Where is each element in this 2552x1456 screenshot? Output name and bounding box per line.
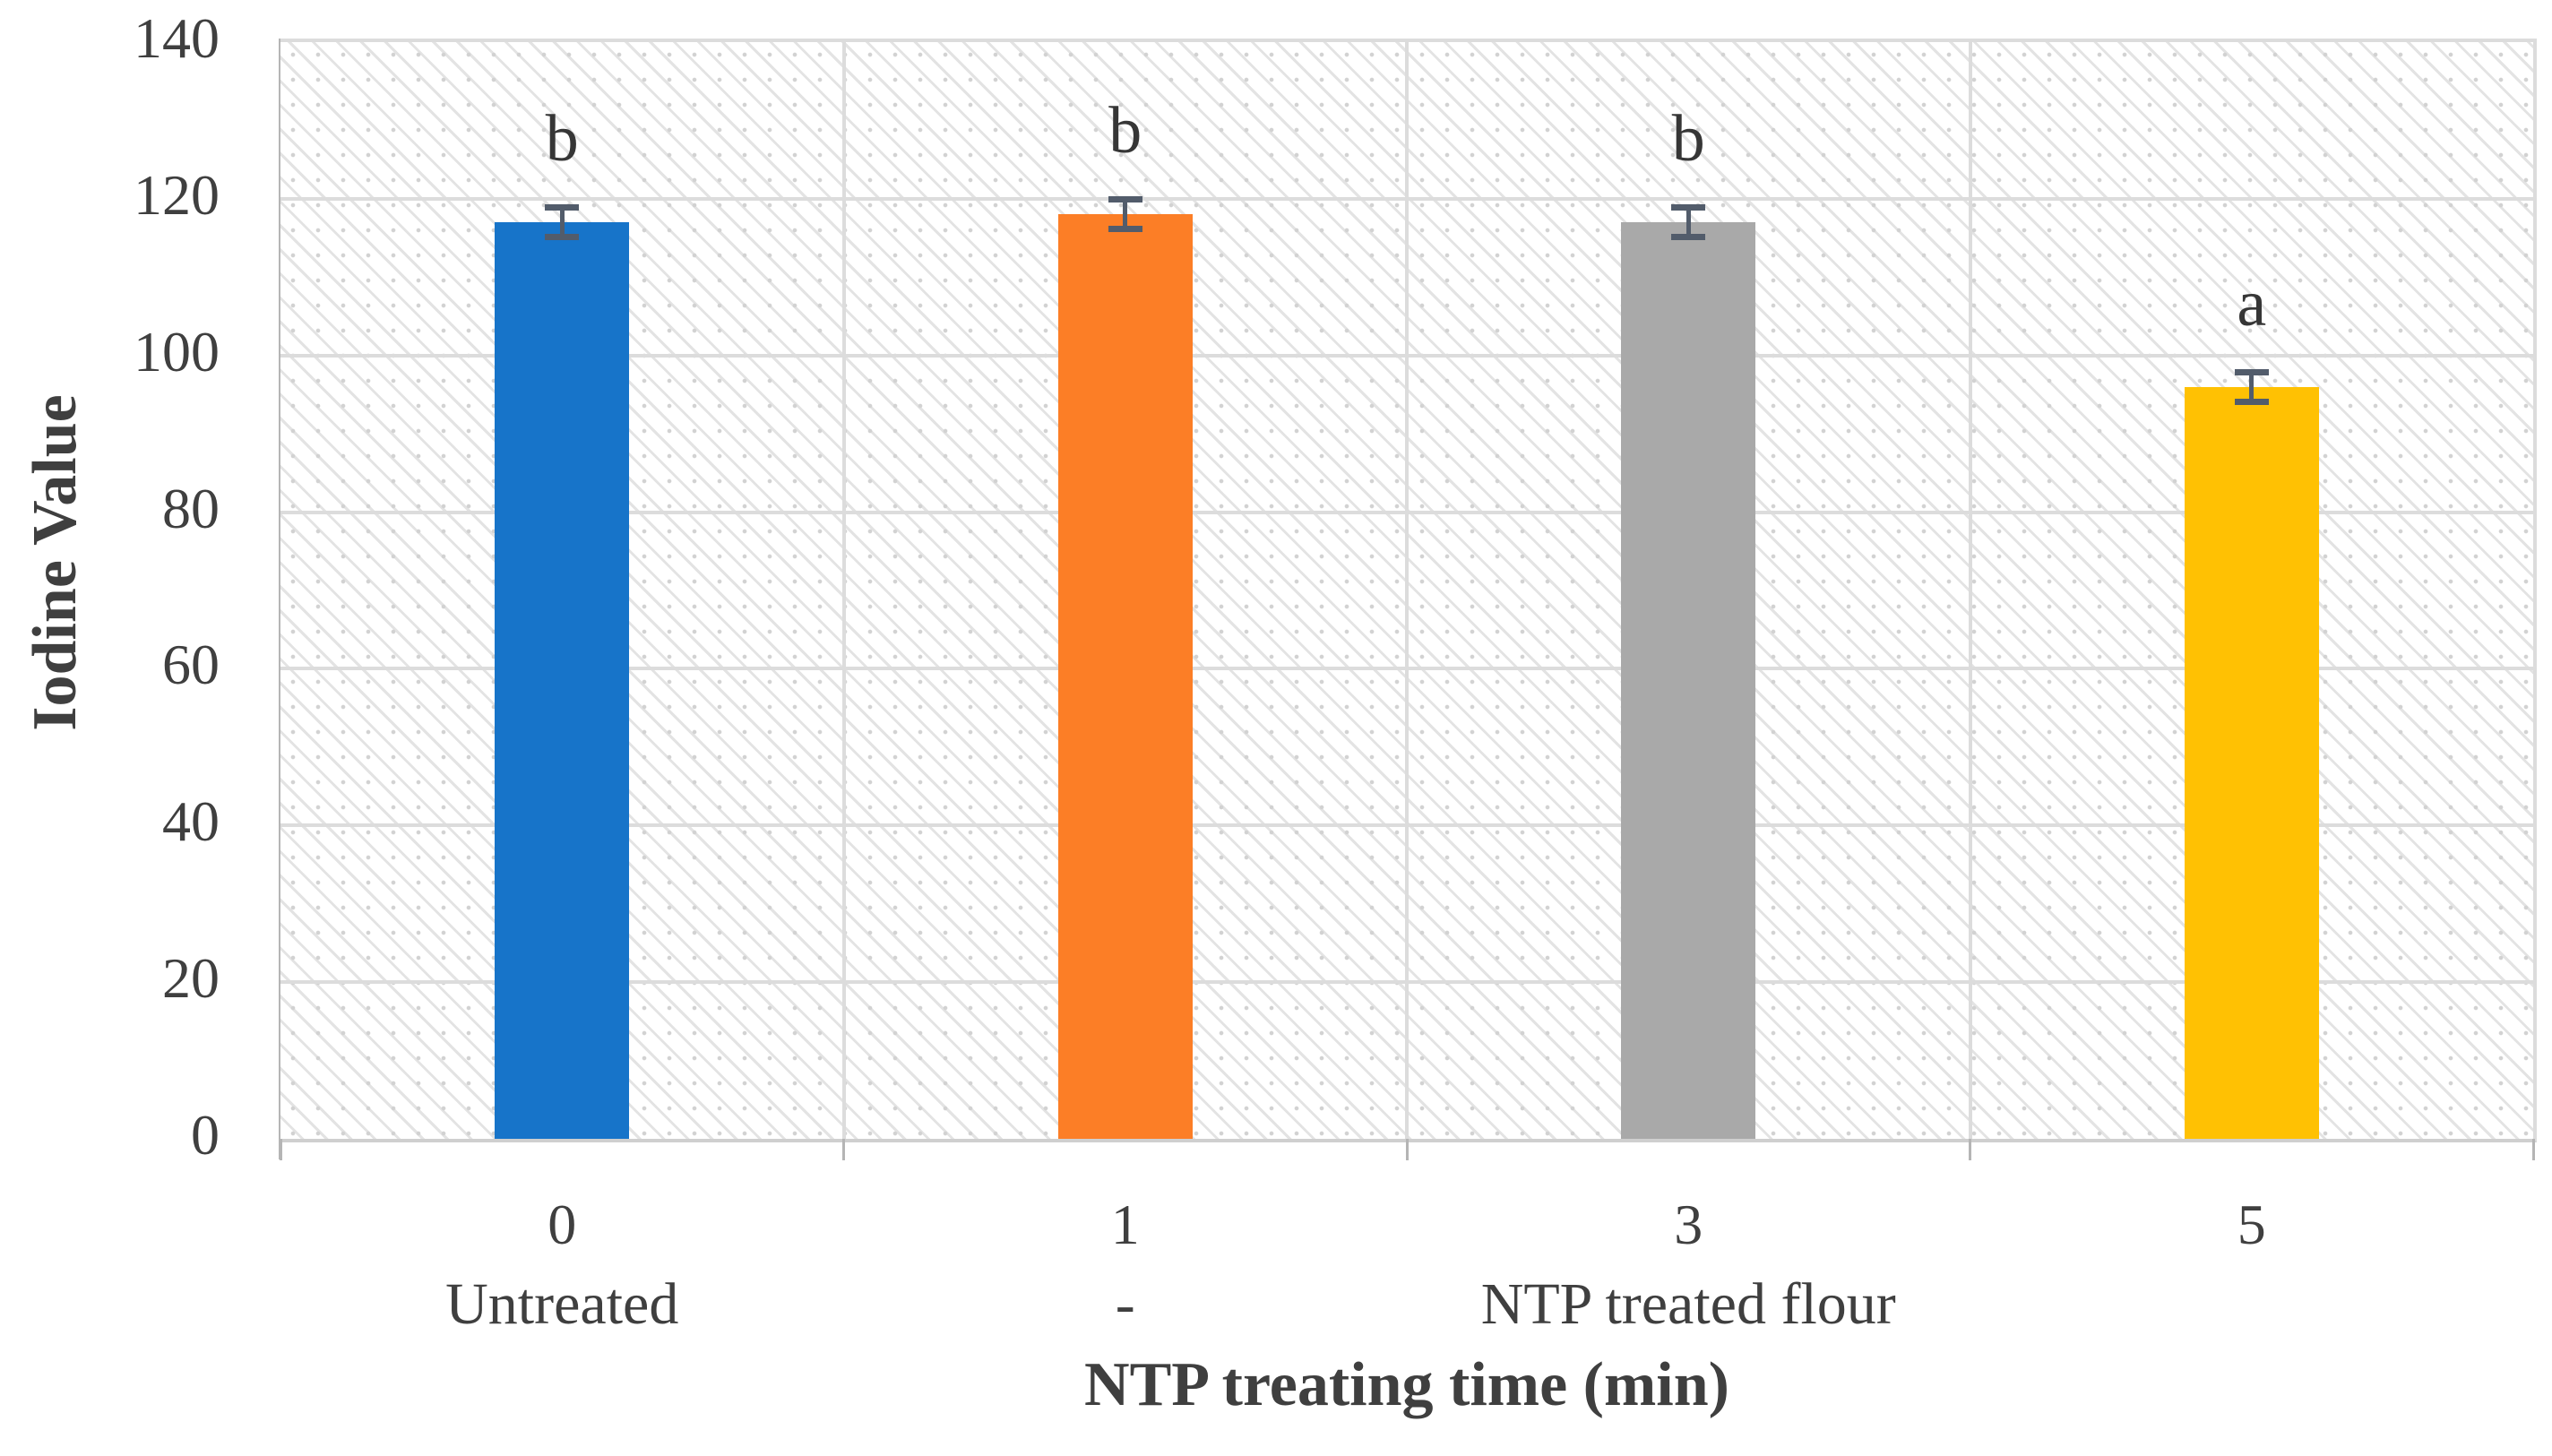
y-tick-label: 80: [162, 476, 220, 540]
y-tick-label: 100: [134, 319, 220, 383]
plot-area: b b b a: [280, 39, 2537, 1142]
y-tick-label: 140: [134, 6, 220, 70]
y-tick-label: 120: [134, 162, 220, 227]
y-tick-label: 60: [162, 633, 220, 697]
bar: [2184, 386, 2319, 1139]
category-group-label: -: [1115, 1271, 1135, 1337]
gridline-vertical: [1405, 42, 1409, 1139]
x-axis-tick-mark: [1405, 1139, 1409, 1160]
x-tick-label: 1: [1110, 1193, 1140, 1256]
gridline-vertical: [841, 42, 846, 1139]
y-tick-label: 20: [162, 946, 220, 1011]
x-tick-label: 5: [2237, 1193, 2266, 1256]
error-bar: [1671, 203, 1706, 241]
x-tick-label: 0: [547, 1193, 577, 1256]
x-axis-tick-mark: [1969, 1139, 1971, 1160]
bar: [1621, 222, 1756, 1139]
significance-letter: b: [545, 101, 579, 176]
y-tick-label: 40: [162, 789, 220, 854]
error-bar: [545, 203, 580, 241]
bar: [495, 222, 630, 1139]
bar: [1057, 214, 1193, 1139]
error-bar-line: [2249, 368, 2255, 405]
significance-letter: a: [2237, 266, 2267, 340]
error-bar: [2234, 368, 2269, 405]
category-group-label: NTP treated flour: [1480, 1271, 1896, 1337]
x-axis-tick-mark: [279, 1139, 282, 1160]
x-axis-tick-mark: [2531, 1139, 2535, 1160]
y-tick-label: 0: [191, 1103, 220, 1167]
error-bar-line: [1123, 196, 1128, 233]
error-bar: [1108, 196, 1142, 233]
y-axis-line: [279, 39, 281, 1159]
gridline-vertical: [1968, 42, 1972, 1139]
significance-letter: b: [1671, 101, 1705, 176]
x-axis-title: NTP treating time (min): [1084, 1350, 1729, 1419]
x-tick-label: 3: [1674, 1193, 1703, 1256]
error-bar-line: [559, 203, 565, 241]
category-group-label: Untreated: [445, 1271, 679, 1337]
significance-letter: b: [1108, 94, 1142, 168]
x-axis-tick-mark: [842, 1139, 845, 1160]
error-bar-line: [1686, 203, 1691, 241]
